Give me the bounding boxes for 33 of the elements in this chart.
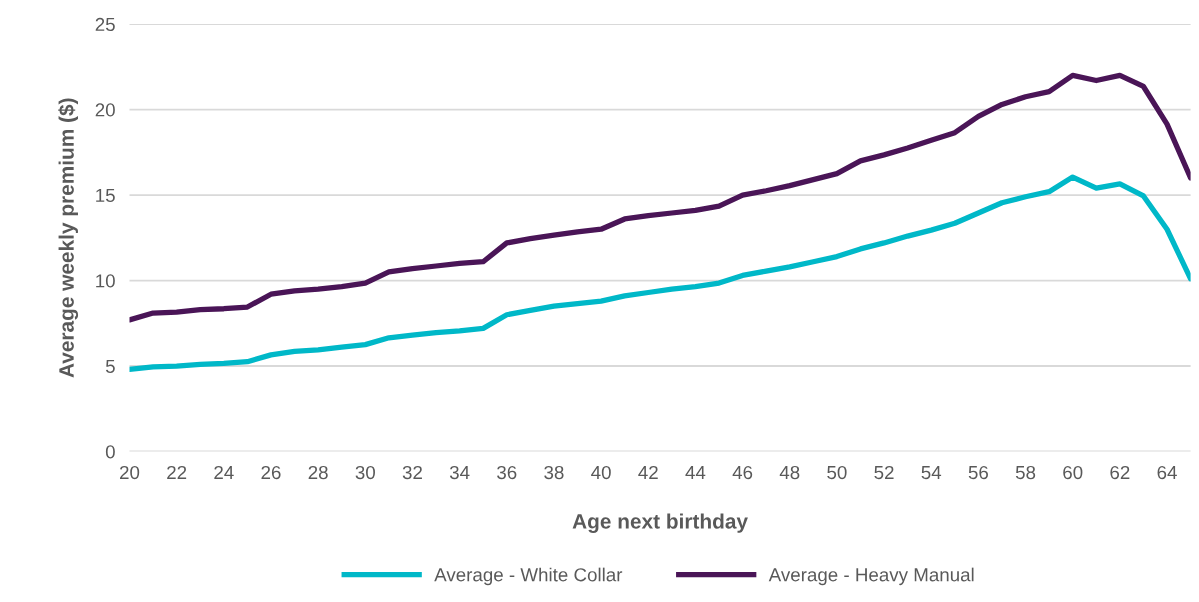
x-tick-label: 54 bbox=[921, 466, 942, 480]
y-tick-label: 15 bbox=[96, 188, 115, 203]
x-tick-label: 50 bbox=[827, 465, 847, 480]
y-axis-title: Average weekly premium ($) bbox=[58, 98, 79, 378]
x-tick-label: 26 bbox=[261, 465, 281, 480]
legend-label: Average - Heavy Manual bbox=[768, 567, 974, 586]
x-axis-title: Age next birthday bbox=[572, 513, 748, 533]
x-tick-label: 48 bbox=[779, 465, 800, 480]
x-tick-label: 38 bbox=[544, 465, 564, 480]
x-tick-label: 60 bbox=[1063, 465, 1083, 480]
x-tick-label: 64 bbox=[1157, 465, 1177, 480]
x-tick-label: 36 bbox=[497, 465, 517, 480]
x-tick-label: 52 bbox=[874, 465, 894, 480]
x-tick-label: 56 bbox=[968, 465, 988, 480]
legend-label: Average - White Collar bbox=[434, 567, 623, 586]
x-tick-label: 44 bbox=[685, 466, 706, 479]
x-tick-label: 32 bbox=[402, 465, 422, 480]
y-tick-label: 5 bbox=[105, 359, 115, 373]
x-tick-label: 28 bbox=[308, 465, 328, 480]
x-tick-label: 22 bbox=[167, 465, 187, 479]
x-tick-label: 40 bbox=[591, 465, 611, 480]
x-tick-label: 30 bbox=[355, 465, 375, 480]
x-tick-label: 20 bbox=[120, 465, 140, 480]
x-tick-label: 42 bbox=[638, 465, 658, 479]
y-tick-label: 20 bbox=[95, 103, 115, 117]
y-tick-label: 25 bbox=[95, 17, 115, 32]
x-tick-label: 62 bbox=[1110, 465, 1130, 480]
x-tick-label: 24 bbox=[214, 465, 234, 479]
x-tick-label: 46 bbox=[732, 465, 753, 480]
y-tick-label: 10 bbox=[96, 274, 115, 288]
x-tick-label: 34 bbox=[449, 465, 470, 480]
x-tick-label: 58 bbox=[1015, 465, 1036, 480]
y-tick-label: 0 bbox=[105, 445, 115, 459]
